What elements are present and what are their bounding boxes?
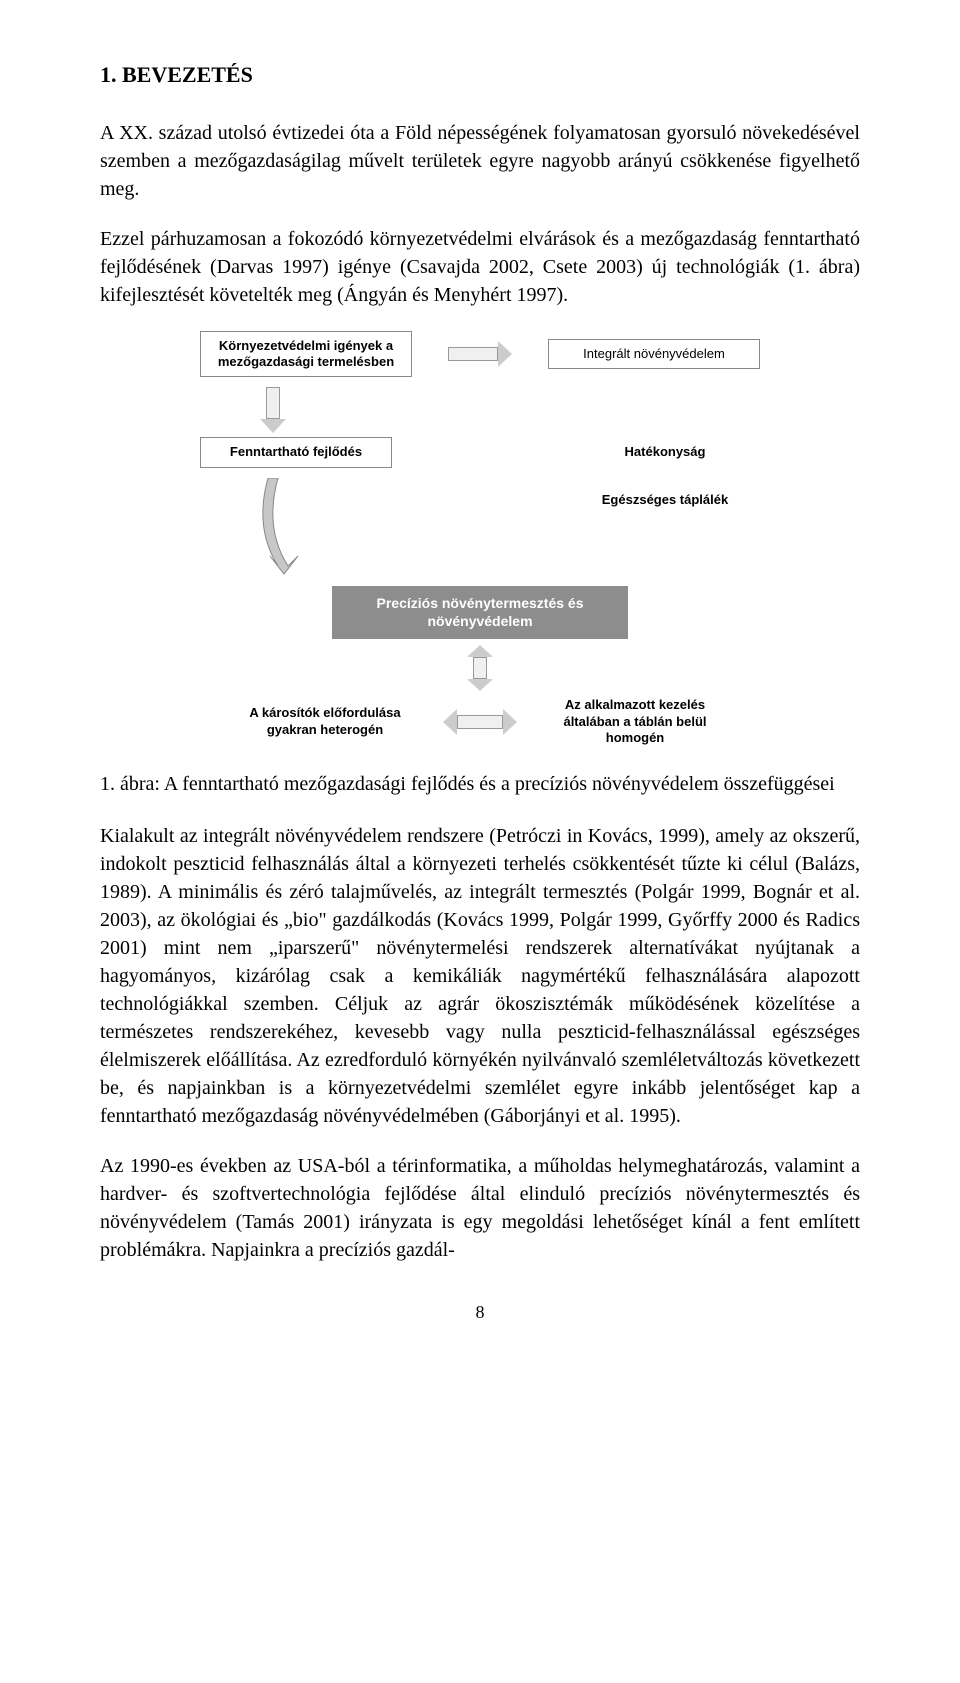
paragraph-3: Kialakult az integrált növényvédelem ren…	[100, 822, 860, 1130]
figure-1-caption: 1. ábra: A fenntartható mezőgazdasági fe…	[100, 770, 860, 798]
section-heading: 1. BEVEZETÉS	[100, 60, 860, 91]
paragraph-1: A XX. század utolsó évtizedei óta a Föld…	[100, 119, 860, 203]
page-number: 8	[100, 1300, 860, 1325]
arrow-down-icon	[260, 387, 286, 433]
box-precision-agriculture: Precíziós növénytermesztés és növényvéde…	[332, 586, 628, 640]
paragraph-2: Ezzel párhuzamosan a fokozódó környezetv…	[100, 225, 860, 309]
label-efficiency: Hatékonyság	[570, 444, 760, 460]
page-content: 1. BEVEZETÉS A XX. század utolsó évtized…	[0, 0, 960, 1365]
arrow-right-icon	[448, 341, 512, 367]
arrow-updown-icon	[467, 645, 493, 691]
box-integrated-protection: Integrált növényvédelem	[548, 339, 760, 369]
box-sustainable-dev: Fenntartható fejlődés	[200, 437, 392, 467]
arrow-leftright-icon	[443, 709, 517, 735]
label-healthy-food: Egészséges táplálék	[570, 492, 760, 508]
paragraph-4: Az 1990-es években az USA-ból a térinfor…	[100, 1152, 860, 1264]
diagram-row-1: Környezetvédelmi igények a mezőgazdasági…	[200, 331, 760, 378]
diagram-row-bottom: A károsítók előfordulása gyakran heterog…	[200, 697, 760, 746]
diagram-row-2: Fenntartható fejlődés Hatékonyság	[200, 437, 760, 467]
label-treatment-homogeneous: Az alkalmazott kezelés általában a táblá…	[535, 697, 735, 746]
box-environmental-needs: Környezetvédelmi igények a mezőgazdasági…	[200, 331, 412, 378]
label-pests-heterogeneous: A károsítók előfordulása gyakran heterog…	[225, 705, 425, 738]
figure-1-diagram: Környezetvédelmi igények a mezőgazdasági…	[200, 331, 760, 746]
curved-arrow-icon	[248, 478, 308, 578]
